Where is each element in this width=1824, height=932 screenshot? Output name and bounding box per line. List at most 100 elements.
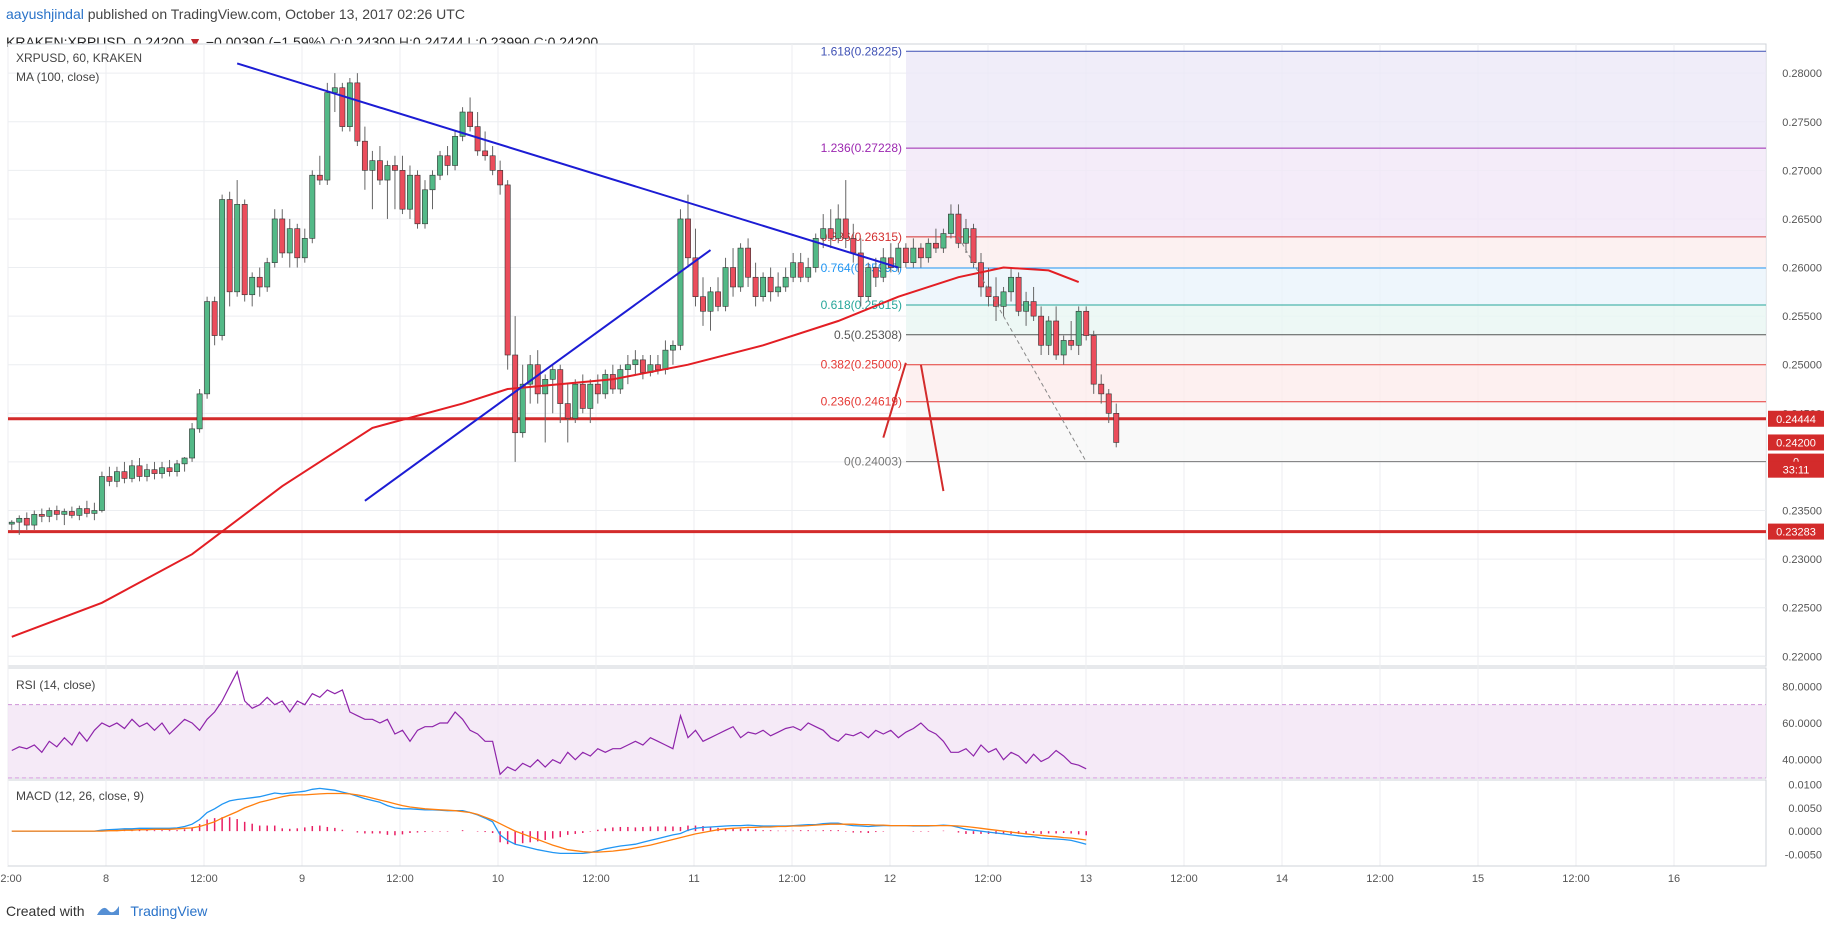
x-tick-label: 12:00 <box>1366 873 1394 885</box>
candle-body <box>346 82 353 127</box>
candle-body <box>399 170 406 210</box>
candle-body <box>159 467 165 474</box>
fib-level-label: 1.236(0.27228) <box>821 141 902 155</box>
candle-body <box>324 92 331 181</box>
candle-body <box>1068 340 1075 346</box>
candle-body <box>61 511 68 515</box>
candle-body <box>940 233 947 249</box>
candle-body <box>211 301 218 336</box>
candle-body <box>549 369 556 380</box>
fib-zone <box>906 334 1766 365</box>
candle-body <box>204 301 211 395</box>
candle-body <box>376 160 383 181</box>
price-tag-bg <box>1768 434 1824 451</box>
projection-arrow <box>919 364 945 492</box>
candle-body <box>8 521 15 525</box>
candle-body <box>775 286 782 293</box>
fib-zone <box>906 148 1766 237</box>
candle-body <box>174 463 180 472</box>
candle-body <box>670 344 676 351</box>
candle-body <box>812 238 819 268</box>
candle-body <box>970 228 977 263</box>
x-tick-label: 9 <box>299 873 305 885</box>
candle-body <box>865 267 872 297</box>
candle-body <box>121 471 128 479</box>
candle-body <box>414 174 421 225</box>
candle-body <box>114 471 120 482</box>
macd-tick-label: -0.0050 <box>1785 849 1822 861</box>
candle-body <box>68 511 75 516</box>
candle-body <box>587 383 594 409</box>
candle-body <box>384 165 391 181</box>
macd-tick-label: 0.0050 <box>1788 803 1822 815</box>
fib-level-label: 0.236(0.24619) <box>821 395 902 409</box>
candle-body <box>782 276 789 288</box>
fib-zone <box>906 236 1766 269</box>
candle-body <box>1090 335 1097 385</box>
candle-body <box>887 257 894 268</box>
candle-body <box>790 262 797 278</box>
candle-body <box>767 276 774 293</box>
candle-body <box>38 514 45 517</box>
candle-body <box>993 296 999 307</box>
candle-body <box>16 517 23 523</box>
fib-level-label: 1.618(0.28225) <box>821 44 902 58</box>
candle-body <box>820 228 827 239</box>
candle-body <box>422 189 428 225</box>
candle-body <box>594 383 601 395</box>
candle-body <box>181 457 188 465</box>
candle-body <box>497 170 504 186</box>
horizontal-level-label: 0.23283 <box>1776 527 1816 539</box>
candle-body <box>31 514 38 526</box>
macd-tick-label: 0.0000 <box>1788 826 1822 838</box>
x-tick-label: 12:00 <box>190 873 218 885</box>
candle-body <box>527 364 534 385</box>
fib-level-label: 0.382(0.25000) <box>821 358 902 372</box>
candle-body <box>151 469 158 474</box>
y-tick-label: 0.22000 <box>1782 651 1822 663</box>
y-tick-label: 0.26000 <box>1782 263 1822 275</box>
macd-tick-label: 0.0100 <box>1788 780 1822 792</box>
candle-body <box>271 218 278 263</box>
candle-body <box>361 140 368 171</box>
tradingview-brand[interactable]: TradingView <box>130 903 208 919</box>
candle-body <box>294 228 301 259</box>
candle-body <box>249 276 256 296</box>
candle-body <box>760 276 767 297</box>
y-tick-label: 0.28000 <box>1782 68 1822 80</box>
candle-body <box>504 184 511 356</box>
candle-body <box>467 111 474 127</box>
price-tag-bg <box>1768 410 1824 427</box>
candle-body <box>617 369 624 390</box>
candle-body <box>895 247 902 268</box>
candle-body <box>632 359 639 366</box>
fib-level-label: 0(0.24003) <box>844 455 902 469</box>
candle-body <box>910 247 917 263</box>
y-tick-label: 0.22500 <box>1782 603 1822 615</box>
fib-zone <box>906 268 1766 305</box>
candle-body <box>827 228 834 239</box>
candle-body <box>955 213 962 244</box>
macd-signal-line <box>11 792 1087 853</box>
main-chart-title: XRPUSD, 60, KRAKEN <box>16 51 142 65</box>
candle-body <box>144 469 150 477</box>
candle-body <box>722 267 729 307</box>
candle-body <box>519 383 526 434</box>
candle-body <box>166 467 173 472</box>
author-name[interactable]: aayushjindal <box>6 6 84 22</box>
candle-body <box>662 349 669 370</box>
x-tick-label: 12 <box>884 873 896 885</box>
fib-swing-line <box>958 236 1087 462</box>
candle-body <box>1008 276 1014 293</box>
chart-area[interactable]: 12:00 8 12:00 9 12:00 10 12:00 11 12:00 12 12:00 13… <box>0 0 1824 892</box>
candle-body <box>1000 291 1007 307</box>
tradingview-logo-icon[interactable] <box>96 893 120 932</box>
fib-level-label: 0.5(0.25308) <box>834 328 902 342</box>
candle-body <box>572 383 579 419</box>
candle-body <box>835 218 842 239</box>
candle-body <box>745 247 752 278</box>
trendline <box>236 62 899 269</box>
candle-body <box>23 517 30 526</box>
candle-body <box>234 204 241 293</box>
published-note: published on TradingView.com, October 13… <box>87 6 465 22</box>
